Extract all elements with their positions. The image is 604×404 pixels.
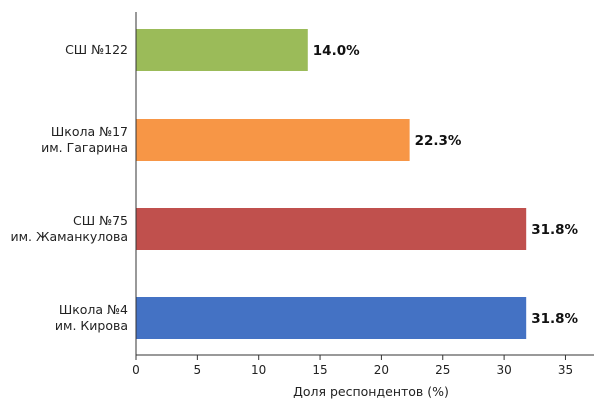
x-tick-label-35: 35 bbox=[558, 363, 573, 377]
value-labels-group: 14.0% 22.3% 31.8% 31.8% bbox=[313, 43, 579, 327]
x-ticks-group: 0 5 10 15 20 25 30 35 bbox=[132, 355, 573, 377]
category-label-1: СШ №122 bbox=[65, 42, 128, 57]
bar-4 bbox=[136, 297, 527, 339]
bar-3 bbox=[136, 208, 527, 250]
bar-value-label-4: 31.8% bbox=[531, 311, 578, 327]
bar-2 bbox=[136, 119, 410, 161]
bar-value-label-1: 14.0% bbox=[313, 43, 360, 59]
bars-group bbox=[136, 29, 527, 339]
bar-value-label-3: 31.8% bbox=[531, 222, 578, 238]
x-axis-title: Доля респондентов (%) bbox=[293, 384, 449, 399]
x-tick-label-5: 5 bbox=[194, 363, 202, 377]
x-tick-label-30: 30 bbox=[496, 363, 511, 377]
x-tick-label-15: 15 bbox=[312, 363, 327, 377]
x-tick-label-25: 25 bbox=[435, 363, 450, 377]
category-label-4: Школа №4 им. Кирова bbox=[55, 302, 128, 333]
bar-1 bbox=[136, 29, 308, 71]
x-tick-label-10: 10 bbox=[251, 363, 266, 377]
category-labels-group: СШ №122 Школа №17 им. Гагарина СШ №75 им. Жа… bbox=[11, 42, 129, 333]
x-tick-label-20: 20 bbox=[374, 363, 389, 377]
category-label-2: Школа №17 им. Гагарина bbox=[41, 124, 128, 155]
x-tick-label-0: 0 bbox=[132, 363, 140, 377]
category-label-3: СШ №75 им. Жаманкулова bbox=[11, 213, 129, 244]
bar-value-label-2: 22.3% bbox=[415, 133, 462, 149]
